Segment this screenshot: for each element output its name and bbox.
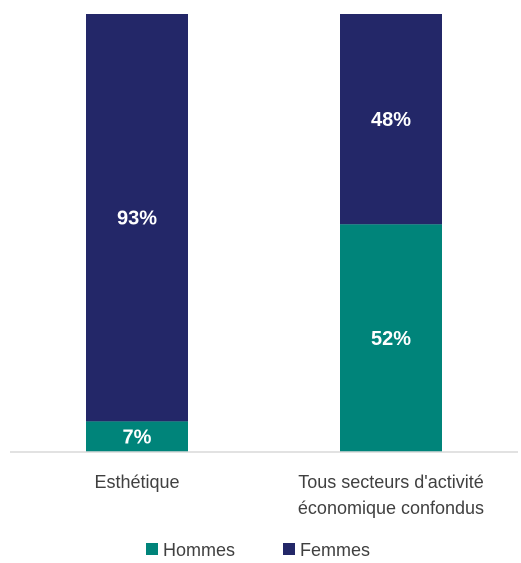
legend-label-hommes: Hommes [163,540,235,560]
data-label-femmes-1: 48% [371,109,411,131]
data-label-hommes-1: 52% [371,328,411,350]
bar-femmes-0 [86,14,188,422]
data-label-femmes-0: 93% [117,208,157,230]
legend: Hommes Femmes [146,540,370,560]
bars-group: 7% 93% 52% 48% [86,14,442,452]
bar-femmes-1 [340,14,442,225]
bar-hommes-1 [340,224,442,452]
category-label-1-line-1: économique confondus [298,498,484,518]
legend-swatch-hommes [146,543,158,555]
data-label-hommes-0: 7% [123,427,152,449]
category-label-0-line-0: Esthétique [94,472,179,492]
category-label-1-line-0: Tous secteurs d'activité [298,472,484,492]
category-labels: Esthétique Tous secteurs d'activité économ… [94,472,484,518]
legend-label-femmes: Femmes [300,540,370,560]
legend-swatch-femmes [283,543,295,555]
bar-hommes-0 [86,421,188,452]
